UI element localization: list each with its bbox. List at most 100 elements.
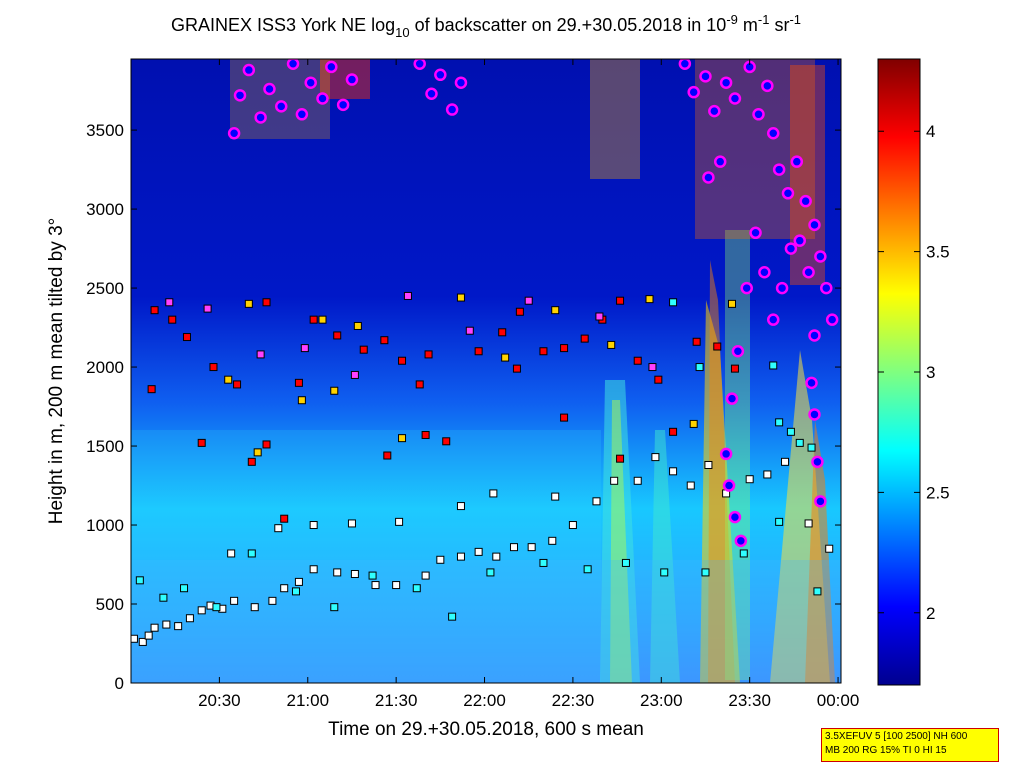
layer-square-marker	[580, 334, 589, 343]
layer-square-marker	[415, 380, 424, 389]
layer-square-marker	[168, 315, 177, 324]
layer-square-marker	[524, 296, 533, 305]
layer-square-marker	[395, 517, 404, 526]
y-tick-label: 1000	[86, 516, 124, 535]
x-tick-label: 22:00	[463, 691, 506, 710]
layer-square-marker	[347, 519, 356, 528]
layer-square-marker	[583, 565, 592, 574]
layer-square-marker	[686, 481, 695, 490]
layer-square-marker	[509, 543, 518, 552]
layer-square-marker	[318, 315, 327, 324]
layer-square-marker	[280, 584, 289, 593]
y-tick-label: 0	[115, 674, 124, 693]
layer-square-marker	[262, 440, 271, 449]
colorbar-tick-label: 2.5	[926, 483, 950, 502]
y-tick-label: 3500	[86, 121, 124, 140]
cloud-base-circle-marker	[722, 479, 736, 492]
layer-square-marker	[227, 549, 236, 558]
layer-square-marker	[436, 555, 445, 564]
cloud-base-circle-marker	[445, 103, 459, 116]
layer-square-marker	[560, 413, 569, 422]
cloud-base-circle-marker	[749, 226, 762, 240]
layer-square-marker	[456, 552, 465, 561]
x-tick-label: 23:00	[640, 691, 683, 710]
layer-square-marker	[515, 307, 524, 316]
layer-square-marker	[551, 492, 560, 501]
cloud-base-circle-marker	[699, 70, 712, 83]
cloud-base-circle-marker	[728, 92, 742, 105]
cloud-base-circle-marker	[761, 79, 774, 93]
layer-square-marker	[727, 299, 736, 308]
layer-square-marker	[350, 370, 359, 379]
layer-square-marker	[398, 356, 407, 365]
cloud-base-circle-marker	[434, 68, 447, 82]
cloud-base-circle-marker	[295, 108, 309, 121]
layer-square-marker	[595, 312, 604, 321]
layer-square-marker	[159, 593, 168, 602]
info-line-2: MB 200 RG 15% TI 0 HI 15	[825, 745, 947, 756]
settings-info-box: 3.5XEFUV 5 [100 2500] NH 600 MB 200 RG 1…	[821, 728, 999, 762]
layer-square-marker	[247, 457, 256, 466]
cloud-base-circle-marker	[345, 73, 359, 86]
layer-square-marker	[398, 434, 407, 443]
layer-square-marker	[330, 603, 339, 612]
cloud-base-circle-marker	[336, 98, 350, 112]
layer-square-marker	[230, 596, 239, 605]
layer-square-marker	[250, 603, 259, 612]
layer-square-marker	[592, 497, 601, 506]
cloud-base-circle-marker	[719, 447, 733, 461]
layer-square-marker	[739, 549, 748, 558]
layer-square-marker	[253, 448, 262, 457]
layer-square-marker	[807, 443, 816, 452]
plot-frame	[130, 58, 842, 684]
layer-square-marker	[333, 331, 342, 340]
layer-square-marker	[786, 427, 795, 436]
layer-square-marker	[548, 536, 557, 545]
y-tick-label: 1500	[86, 437, 124, 456]
x-tick-label: 00:00	[817, 691, 860, 710]
layer-square-marker	[633, 356, 642, 365]
layer-square-marker	[486, 568, 495, 577]
layer-square-marker	[256, 350, 265, 359]
cloud-base-circle-marker	[413, 59, 426, 70]
layer-square-marker	[150, 623, 159, 632]
layer-square-marker	[651, 453, 660, 462]
layer-square-marker	[775, 517, 784, 526]
layer-square-marker	[135, 576, 144, 585]
layer-square-marker	[474, 347, 483, 356]
layer-square-marker	[456, 293, 465, 302]
layer-square-marker	[492, 552, 501, 561]
layer-square-marker	[763, 470, 772, 479]
layer-square-marker	[825, 544, 834, 553]
layer-square-marker	[383, 451, 392, 460]
layer-square-marker	[244, 299, 253, 308]
layer-square-marker	[551, 306, 560, 315]
cloud-base-circle-marker	[304, 76, 317, 89]
layer-square-marker	[280, 514, 289, 523]
layer-square-marker	[730, 364, 739, 373]
cloud-base-circle-marker	[781, 187, 795, 200]
layer-square-marker	[333, 568, 342, 577]
colorbar-tick-label: 3	[926, 363, 935, 382]
cloud-base-circle-marker	[825, 313, 839, 326]
layer-square-marker	[185, 614, 194, 623]
layer-square-marker	[247, 549, 256, 558]
layer-square-marker	[162, 620, 171, 629]
layer-square-marker	[616, 454, 625, 463]
layer-square-marker	[380, 336, 389, 345]
layer-square-marker	[309, 565, 318, 574]
colorbar-axis: 2 2.5 3 3.5 4	[878, 122, 950, 623]
layer-square-marker	[660, 568, 669, 577]
cloud-base-circle-marker	[799, 194, 812, 208]
layer-square-marker	[769, 361, 778, 370]
chart-title: GRAINEX ISS3 York NE log10 of backscatte…	[171, 12, 801, 40]
plot-area	[131, 59, 841, 683]
layer-square-marker	[131, 634, 138, 643]
layer-square-marker	[350, 569, 359, 578]
cloud-base-circle-marker	[713, 155, 727, 168]
layer-square-marker	[633, 476, 642, 485]
layer-square-marker	[197, 438, 206, 447]
cloud-base-circle-marker	[263, 82, 276, 96]
layer-square-marker	[654, 375, 663, 384]
layer-square-marker	[268, 596, 277, 605]
